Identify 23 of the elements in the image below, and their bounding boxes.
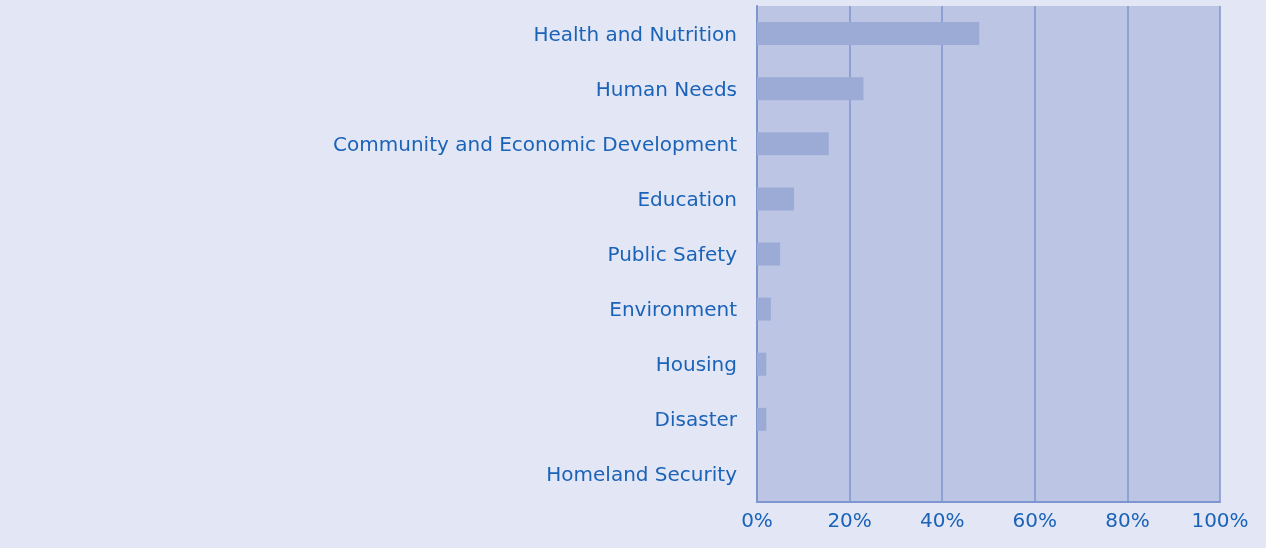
y-tick-label: Human Needs [595,76,737,101]
x-tick-label: 100% [1191,508,1249,532]
bar [757,77,864,101]
bar [757,22,980,46]
bar [757,352,767,376]
bar [757,187,795,211]
bar [757,297,771,321]
x-tick-label: 60% [1012,508,1058,532]
y-tick-label: Community and Economic Development [333,131,738,156]
bar [757,242,781,266]
y-tick-label: Housing [655,352,737,377]
x-tick-label: 40% [919,508,965,532]
y-tick-label: Education [637,186,737,211]
bar [757,132,829,156]
x-tick-label: 0% [741,508,773,532]
y-tick-label: Homeland Security [546,462,738,487]
y-tick-label: Disaster [654,407,738,432]
y-tick-label: Public Safety [607,242,738,266]
bar [757,407,767,431]
y-tick-label: Environment [609,297,738,322]
y-tick-label: Health and Nutrition [533,21,737,46]
x-tick-label: 20% [827,508,872,532]
x-tick-label: 80% [1105,508,1150,532]
